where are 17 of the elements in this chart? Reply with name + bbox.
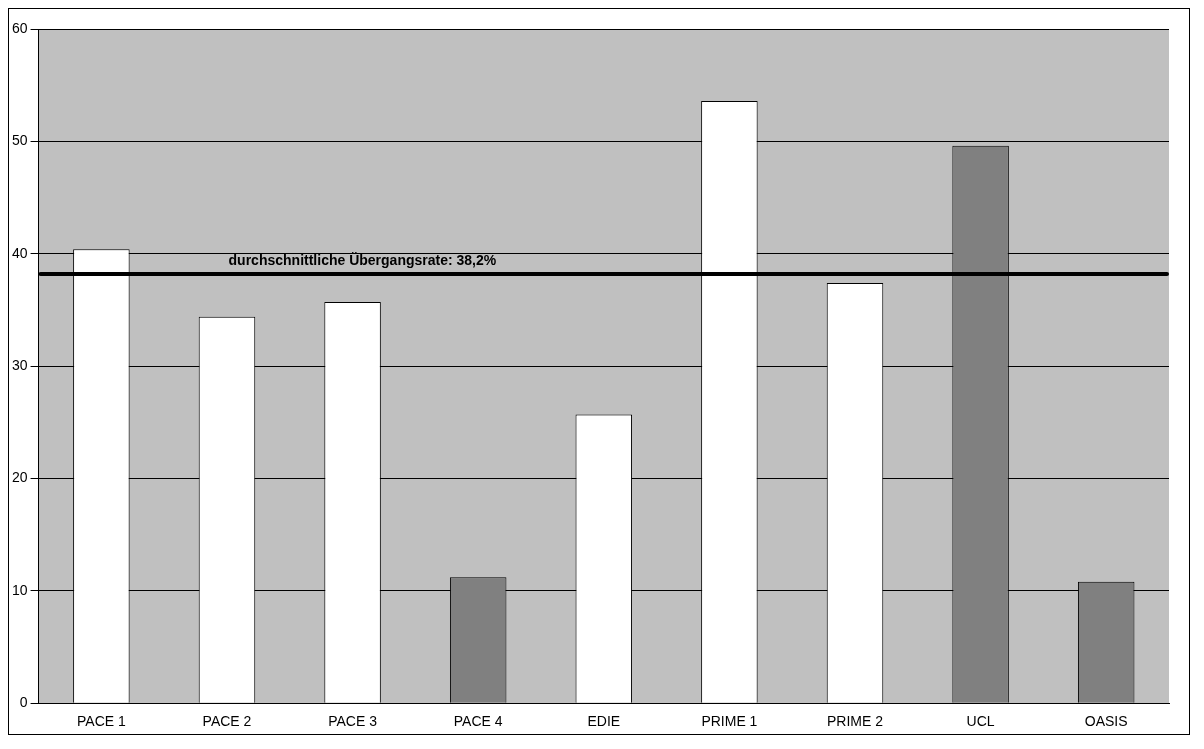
y-tick-label: 40 [11, 244, 28, 261]
x-tick-label: PACE 3 [328, 713, 378, 730]
x-tick-label: PACE 4 [453, 713, 503, 730]
y-tick-label: 30 [11, 356, 28, 373]
y-tick-label: 50 [11, 132, 28, 149]
ref-line-label: durchschnittliche Übergangsrate: 38,2% [228, 251, 497, 268]
x-tick-label: OASIS [1084, 713, 1128, 730]
x-tick-label: PACE 1 [76, 713, 126, 730]
x-tick-label: PRIME 2 [826, 713, 884, 730]
y-tick-label: 20 [11, 469, 28, 486]
x-tick-label: PACE 2 [202, 713, 252, 730]
x-tick-label: UCL [966, 713, 995, 730]
y-tick-label: 10 [11, 581, 28, 598]
y-tick-label: 60 [11, 19, 28, 36]
x-tick-label: EDIE [587, 713, 621, 730]
y-tick-label: 0 [19, 694, 28, 711]
x-tick-label: PRIME 1 [701, 713, 758, 730]
